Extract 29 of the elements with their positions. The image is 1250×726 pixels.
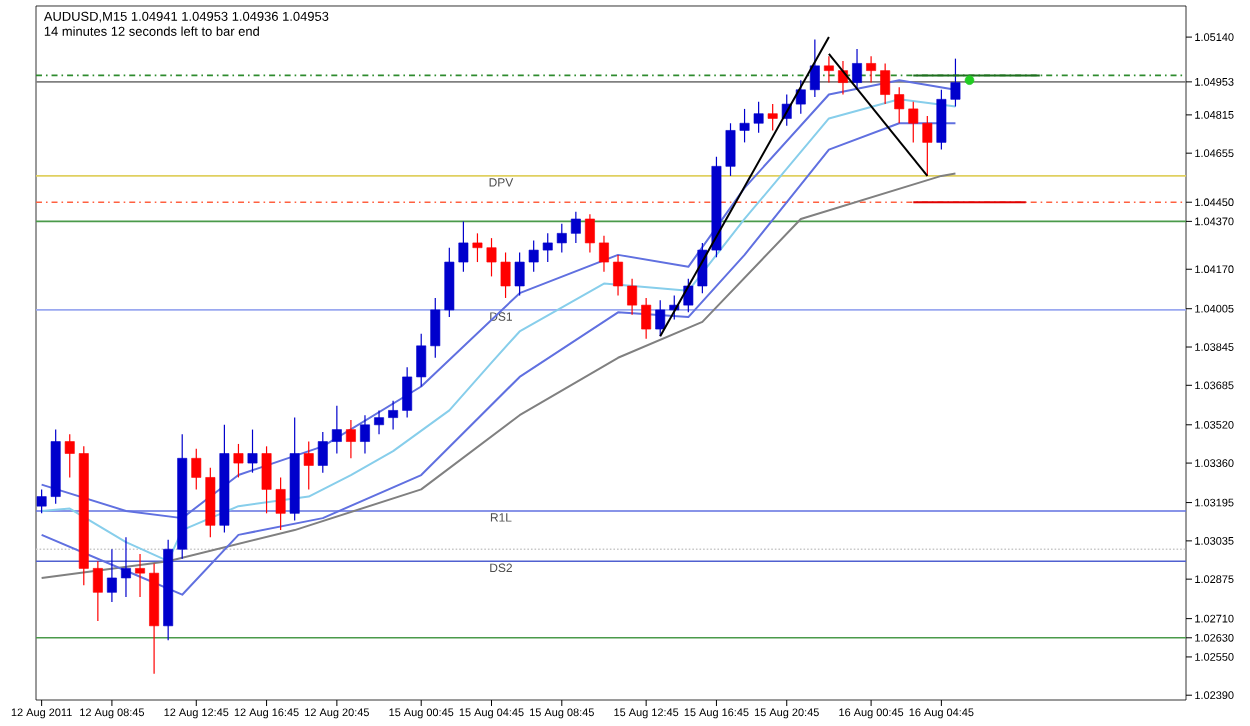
candlestick [317, 431, 328, 474]
candlestick [866, 55, 877, 84]
candlestick [767, 103, 778, 132]
candlestick [64, 433, 75, 479]
candlestick [388, 400, 399, 431]
candlestick [345, 419, 356, 459]
candlestick [570, 211, 581, 244]
candlestick [135, 553, 145, 598]
candlestick [880, 62, 891, 105]
candlestick [402, 366, 413, 419]
candlestick [303, 440, 314, 491]
candlestick [641, 297, 652, 340]
candlestick [92, 560, 103, 622]
candlestick [599, 235, 609, 273]
candlestick [852, 48, 862, 91]
candlestick [233, 443, 244, 479]
candlestick [627, 278, 638, 316]
candlestick [613, 254, 623, 297]
candlestick [584, 213, 595, 254]
candlestick [247, 428, 258, 474]
candlestick [809, 38, 820, 98]
candlestick [121, 536, 131, 598]
candlestick [795, 79, 806, 115]
candlestick [556, 223, 567, 254]
candlestick [374, 409, 384, 435]
candlestick [360, 414, 370, 455]
candlestick [823, 55, 834, 84]
candlestick [106, 548, 117, 603]
candlestick [331, 405, 342, 455]
